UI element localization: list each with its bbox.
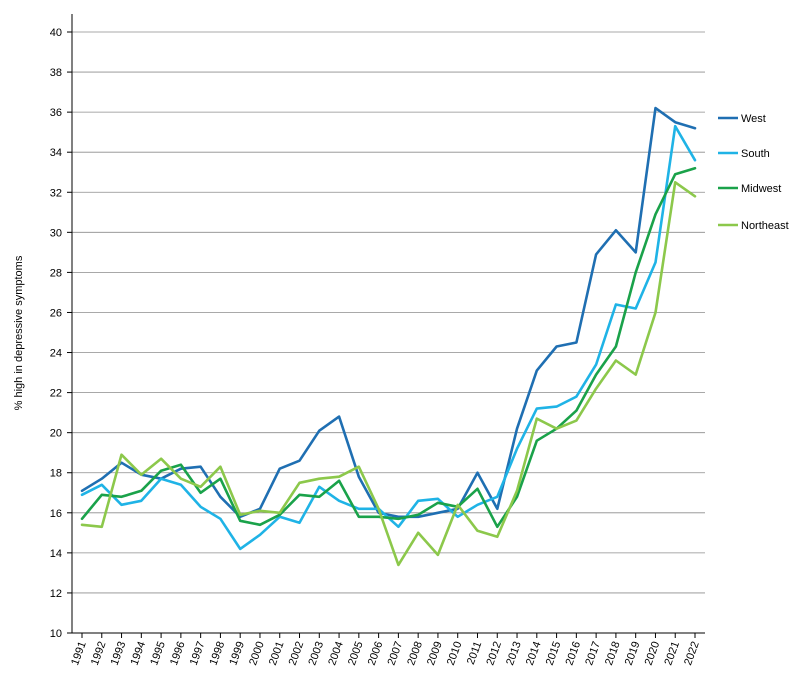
y-tick-label: 18 <box>50 468 62 480</box>
x-tick-label: 1995 <box>148 640 168 667</box>
x-tick-label: 1998 <box>208 640 228 667</box>
y-tick-label: 28 <box>50 267 62 279</box>
x-tick-label: 2014 <box>524 640 544 667</box>
grid-lines <box>67 31 705 634</box>
x-tick-label: 2020 <box>643 640 663 667</box>
y-tick-label: 26 <box>50 307 62 319</box>
legend: West South Midwest Northeast <box>718 113 789 232</box>
x-tick-label: 1997 <box>188 640 208 667</box>
series-lines <box>80 106 697 567</box>
x-tick-label: 2002 <box>287 640 307 667</box>
series-line-northeast <box>80 181 697 567</box>
axes <box>71 14 705 638</box>
x-tick-label: 1993 <box>109 640 129 667</box>
y-tick-label: 22 <box>50 388 62 400</box>
x-tick-label: 1992 <box>89 640 109 667</box>
x-tick-label: 2010 <box>445 640 465 667</box>
y-tick-label: 32 <box>50 187 62 199</box>
y-tick-label: 24 <box>50 348 62 360</box>
y-tick-label: 14 <box>50 548 62 560</box>
x-tick-label: 1991 <box>69 640 89 667</box>
y-tick-label: 30 <box>50 227 62 239</box>
legend-label-northeast: Northeast <box>741 220 789 232</box>
x-tick-label: 2012 <box>484 640 504 667</box>
x-tick-label: 2015 <box>544 640 564 667</box>
x-tick-label: 2019 <box>623 640 643 667</box>
y-tick-label: 34 <box>50 147 62 159</box>
x-tick-label: 1999 <box>227 640 247 667</box>
x-tick-label: 2008 <box>405 640 425 667</box>
x-tick-label: 2006 <box>366 640 386 667</box>
y-tick-label: 16 <box>50 508 62 520</box>
y-tick-label: 40 <box>50 27 62 39</box>
y-axis-label: % high in depressive symptoms <box>13 255 25 410</box>
x-tick-label: 2011 <box>465 640 484 666</box>
y-tick-label: 36 <box>50 107 62 119</box>
x-tick-label: 2007 <box>386 640 406 667</box>
series-line-south <box>80 124 697 551</box>
x-tick-label: 2017 <box>583 640 603 667</box>
x-tick-label: 2000 <box>247 640 267 667</box>
x-tick-label: 2018 <box>603 640 623 667</box>
x-tick-label: 2016 <box>564 640 584 667</box>
x-tick-label: 2001 <box>267 640 287 667</box>
x-tick-label: 2022 <box>682 640 702 667</box>
y-tick-label: 38 <box>50 67 62 79</box>
x-tick-label: 1996 <box>168 640 188 667</box>
legend-label-west: West <box>741 113 766 125</box>
x-tick-label: 2003 <box>306 640 326 667</box>
y-tick-label: 10 <box>50 628 62 640</box>
x-tick-label: 2005 <box>346 640 366 667</box>
x-tick-label: 1994 <box>128 640 148 667</box>
x-tick-label: 2009 <box>425 640 445 667</box>
x-tick-label: 2021 <box>662 640 682 667</box>
series-line-midwest <box>80 166 697 529</box>
y-tick-labels: 10 12 14 16 18 20 22 24 26 28 30 32 34 36 38 40 <box>50 27 62 640</box>
y-tick-label: 12 <box>50 588 62 600</box>
x-tick-label: 2013 <box>504 640 524 667</box>
x-tick-labels: 1991 1992 1993 1994 1995 1996 1997 1998 1999 2000… <box>69 640 702 667</box>
legend-label-south: South <box>741 148 770 160</box>
legend-label-midwest: Midwest <box>741 183 781 195</box>
x-tick-label: 2004 <box>326 640 346 667</box>
y-tick-label: 20 <box>50 428 62 440</box>
